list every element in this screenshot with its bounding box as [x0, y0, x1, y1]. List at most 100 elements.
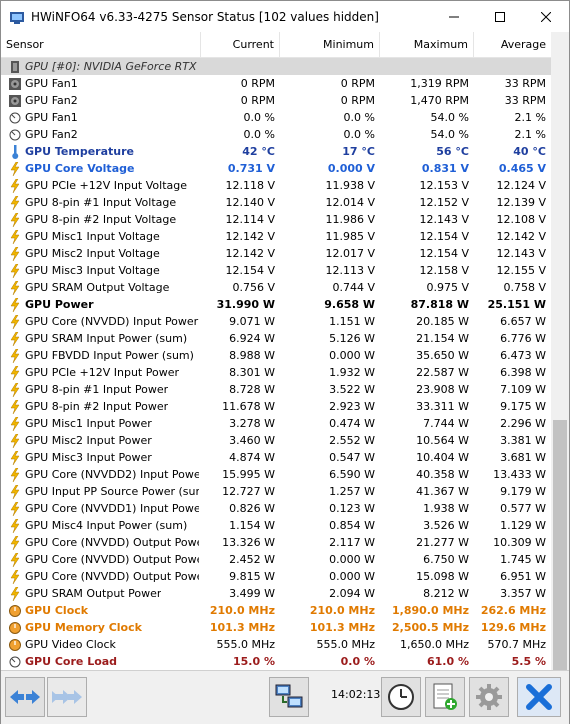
sensor-row[interactable]: GPU Power 31.990 W 9.658 W 87.818 W 25.151 W	[1, 296, 551, 313]
sensor-average-value: 1.745 W	[500, 553, 546, 566]
sensor-row[interactable]: GPU 8-pin #1 Input Power 8.728 W 3.522 W 23…	[1, 381, 551, 398]
sensor-row[interactable]: GPU Fan1 0 RPM 0 RPM 1,319 RPM 33 RPM	[1, 75, 551, 92]
sensor-row[interactable]: GPU Fan2 0 RPM 0 RPM 1,470 RPM 33 RPM	[1, 92, 551, 109]
sensor-average-value: 6.473 W	[500, 349, 546, 362]
network-computers-icon	[275, 684, 303, 708]
sensor-row[interactable]: GPU Core Voltage 0.731 V 0.000 V 0.831 V 0.4…	[1, 160, 551, 177]
sensor-name-cell: GPU PCIe +12V Input Voltage	[1, 177, 201, 194]
sensor-row[interactable]: GPU Core (NVVDD) Output Power 2.452 W 0.00…	[1, 551, 551, 568]
sensor-row[interactable]: GPU Temperature 42 °C 17 °C 56 °C 40 °C	[1, 143, 551, 160]
sensor-row[interactable]: GPU Misc2 Input Power 3.460 W 2.552 W 10.56…	[1, 432, 551, 449]
sensor-maximum-value: 23.908 W	[416, 383, 469, 396]
sensor-row[interactable]: GPU Misc1 Input Voltage 12.142 V 11.985 V 1…	[1, 228, 551, 245]
sensor-maximum-value: 10.564 W	[416, 434, 469, 447]
column-header-sensor[interactable]: Sensor	[1, 32, 201, 58]
sensor-label: GPU FBVDD Input Power (sum)	[25, 349, 194, 362]
lightning-icon	[9, 161, 21, 176]
sensor-row[interactable]: GPU Fan2 0.0 % 0.0 % 54.0 % 2.1 %	[1, 126, 551, 143]
sensor-name-cell: GPU Fan1	[1, 75, 201, 92]
sensor-average-value: 0.577 W	[500, 502, 546, 515]
sensor-name-cell: GPU Misc4 Input Power (sum)	[1, 517, 201, 534]
sensor-row[interactable]: GPU Core Load 15.0 % 0.0 % 61.0 % 5.5 %	[1, 653, 551, 670]
sensor-row[interactable]: GPU SRAM Input Power (sum) 6.924 W 5.126 W…	[1, 330, 551, 347]
sensor-minimum-value	[280, 58, 380, 75]
sensor-average-value: 570.7 MHz	[487, 638, 546, 651]
sensor-row[interactable]: GPU Core (NVVDD2) Input Power ... 15.995 …	[1, 466, 551, 483]
column-header-current[interactable]: Current	[201, 32, 280, 58]
hwinfo-app-icon	[9, 9, 25, 25]
clock-gauge-icon	[9, 638, 21, 652]
minimize-button[interactable]	[431, 1, 477, 32]
sensor-current-value: 101.3 MHz	[209, 621, 275, 634]
sensor-row[interactable]: GPU PCIe +12V Input Voltage 12.118 V 11.93…	[1, 177, 551, 194]
sensor-minimum-value: 12.014 V	[325, 196, 375, 209]
sensor-row[interactable]: GPU SRAM Output Power 3.499 W 2.094 W 8.212…	[1, 585, 551, 602]
sensor-average-value: 12.142 V	[496, 230, 546, 243]
sensor-average-value: 12.108 V	[496, 213, 546, 226]
sensor-minimum-value: 11.986 V	[325, 213, 375, 226]
navigate-sensors-disabled-button[interactable]	[47, 677, 87, 717]
settings-button[interactable]	[469, 677, 509, 717]
sensor-row[interactable]: GPU Video Clock 555.0 MHz 555.0 MHz 1,650.0…	[1, 636, 551, 653]
close-sensors-button[interactable]	[517, 677, 561, 717]
title-bar[interactable]: HWiNFO64 v6.33-4275 Sensor Status [102 v…	[1, 1, 569, 32]
navigate-sensors-button[interactable]	[5, 677, 45, 717]
maximize-button[interactable]	[477, 1, 523, 32]
sensor-row[interactable]: GPU Memory Clock 101.3 MHz 101.3 MHz 2,500.…	[1, 619, 551, 636]
sensor-current-value: 15.995 W	[222, 468, 275, 481]
sensor-row[interactable]: GPU Core (NVVDD) Output Power 9.815 W 0.00…	[1, 568, 551, 585]
sensor-label: GPU Misc2 Input Voltage	[25, 247, 160, 260]
sensor-row[interactable]: GPU Input PP Source Power (sum) 12.727 W 1…	[1, 483, 551, 500]
sensor-row[interactable]: GPU PCIe +12V Input Power 8.301 W 1.932 W 2…	[1, 364, 551, 381]
sensor-average-value: 12.143 V	[496, 247, 546, 260]
lightning-icon	[9, 569, 21, 584]
sensor-row[interactable]: GPU SRAM Output Voltage 0.756 V 0.744 V 0.9…	[1, 279, 551, 296]
sensor-maximum-value: 0.975 V	[426, 281, 469, 294]
scrollbar-thumb[interactable]	[553, 420, 567, 670]
sensor-minimum-value: 2.923 W	[329, 400, 375, 413]
sensor-current-value: 210.0 MHz	[209, 604, 275, 617]
sensor-minimum-value: 0.547 W	[329, 451, 375, 464]
sensor-minimum-value: 11.938 V	[325, 179, 375, 192]
column-header-maximum[interactable]: Maximum	[380, 32, 474, 58]
sensor-minimum-value: 210.0 MHz	[309, 604, 375, 617]
logging-button[interactable]	[425, 677, 465, 717]
sensor-row[interactable]: GPU 8-pin #1 Input Voltage 12.140 V 12.014…	[1, 194, 551, 211]
sensor-row[interactable]: GPU Misc1 Input Power 3.278 W 0.474 W 7.744…	[1, 415, 551, 432]
sensor-row[interactable]: GPU Misc4 Input Power (sum) 1.154 W 0.854 …	[1, 517, 551, 534]
sensor-row[interactable]: GPU 8-pin #2 Input Voltage 12.114 V 11.986…	[1, 211, 551, 228]
column-header-average[interactable]: Average	[500, 38, 546, 51]
sensor-row[interactable]: GPU Core (NVVDD) Output Power... 13.326 W…	[1, 534, 551, 551]
sensor-minimum-value: 2.094 W	[329, 587, 375, 600]
sensor-row[interactable]: GPU FBVDD Input Power (sum) 8.988 W 0.000 …	[1, 347, 551, 364]
sensor-current-value: 8.988 W	[229, 349, 275, 362]
sensor-name-cell: GPU 8-pin #1 Input Power	[1, 381, 201, 398]
sensor-row[interactable]: GPU Core (NVVDD) Input Power (... 9.071 W…	[1, 313, 551, 330]
sensor-row[interactable]: GPU 8-pin #2 Input Power 11.678 W 2.923 W 3…	[1, 398, 551, 415]
close-window-button[interactable]	[523, 1, 569, 32]
sensor-maximum-value: 12.143 V	[419, 213, 469, 226]
sensor-row[interactable]: GPU Core (NVVDD1) Input Power ... 0.826 W…	[1, 500, 551, 517]
sensor-label: GPU Video Clock	[25, 638, 116, 651]
sensor-label: GPU Core (NVVDD) Output Power	[25, 570, 199, 583]
sensor-row[interactable]: GPU Fan1 0.0 % 0.0 % 54.0 % 2.1 %	[1, 109, 551, 126]
sensor-row[interactable]: GPU Clock 210.0 MHz 210.0 MHz 1,890.0 MHz 26…	[1, 602, 551, 619]
reset-timer-button[interactable]	[381, 677, 421, 717]
sensor-name-cell: GPU FBVDD Input Power (sum)	[1, 347, 201, 364]
sensor-row[interactable]: GPU Misc3 Input Power 4.874 W 0.547 W 10.40…	[1, 449, 551, 466]
lightning-icon	[9, 297, 21, 312]
sensor-group-header[interactable]: GPU [#0]: NVIDIA GeForce RTX 3...	[1, 58, 551, 75]
sensor-row[interactable]: GPU Misc2 Input Voltage 12.142 V 12.017 V 1…	[1, 245, 551, 262]
sensor-minimum-value: 12.113 V	[325, 264, 375, 277]
sensor-label: GPU Misc3 Input Voltage	[25, 264, 160, 277]
sensor-row[interactable]: GPU Misc3 Input Voltage 12.154 V 12.113 V 1…	[1, 262, 551, 279]
sensor-name-cell: GPU Core (NVVDD) Output Power	[1, 551, 201, 568]
network-button[interactable]	[269, 677, 309, 717]
maximize-icon	[495, 11, 505, 22]
sensor-label: GPU Misc1 Input Voltage	[25, 230, 160, 243]
clock-gauge-icon	[9, 604, 21, 618]
sensor-name-cell: GPU Core (NVVDD) Output Power...	[1, 534, 201, 551]
vertical-scrollbar[interactable]	[551, 32, 569, 670]
column-header-minimum[interactable]: Minimum	[280, 32, 380, 58]
sensor-minimum-value: 555.0 MHz	[316, 638, 375, 651]
